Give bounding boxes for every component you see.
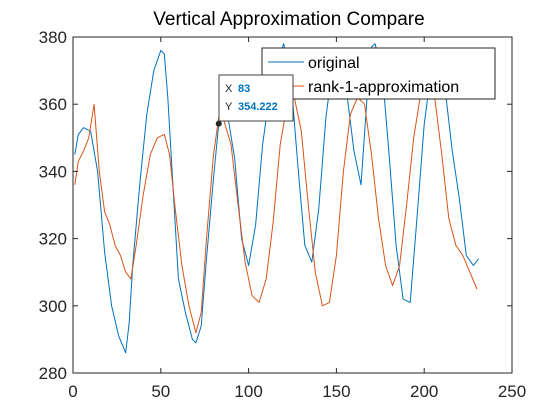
x-tick-label: 0 <box>68 382 77 401</box>
datatip-y-label: Y <box>225 101 233 113</box>
y-tick-label: 280 <box>39 364 67 383</box>
y-tick-label: 380 <box>39 28 67 47</box>
datatip-box <box>218 74 294 122</box>
series-lines <box>74 43 479 354</box>
series-line-original <box>74 43 479 354</box>
y-tick-label: 320 <box>39 230 67 249</box>
series-line-rank-1-approximation <box>74 76 478 334</box>
axis-ticks: 0 50 100 150 200 250 280 300 320 340 360 380 <box>39 28 527 401</box>
x-tick-label: 150 <box>322 382 350 401</box>
datatip-marker <box>215 120 222 127</box>
legend[interactable]: original rank-1-approximation <box>261 47 496 100</box>
y-tick-label: 300 <box>39 297 67 316</box>
datatip-x-value: 83 <box>238 83 250 95</box>
x-tick-label: 250 <box>498 382 526 401</box>
legend-label-original: original <box>308 55 360 72</box>
x-tick-label: 100 <box>234 382 262 401</box>
axes-box <box>72 36 513 374</box>
datatip-x-label: X <box>225 83 233 95</box>
y-tick-label: 340 <box>39 162 67 181</box>
legend-box <box>261 47 496 100</box>
chart-title: Vertical Approximation Compare <box>153 9 424 30</box>
x-tick-label: 200 <box>410 382 438 401</box>
legend-label-rank-1-approximation: rank-1-approximation <box>308 79 459 96</box>
datatip-y-value: 354.222 <box>238 101 278 113</box>
x-tick-label: 50 <box>151 382 170 401</box>
y-tick-label: 360 <box>39 95 67 114</box>
datatip[interactable]: X 83 Y 354.222 <box>215 74 294 127</box>
